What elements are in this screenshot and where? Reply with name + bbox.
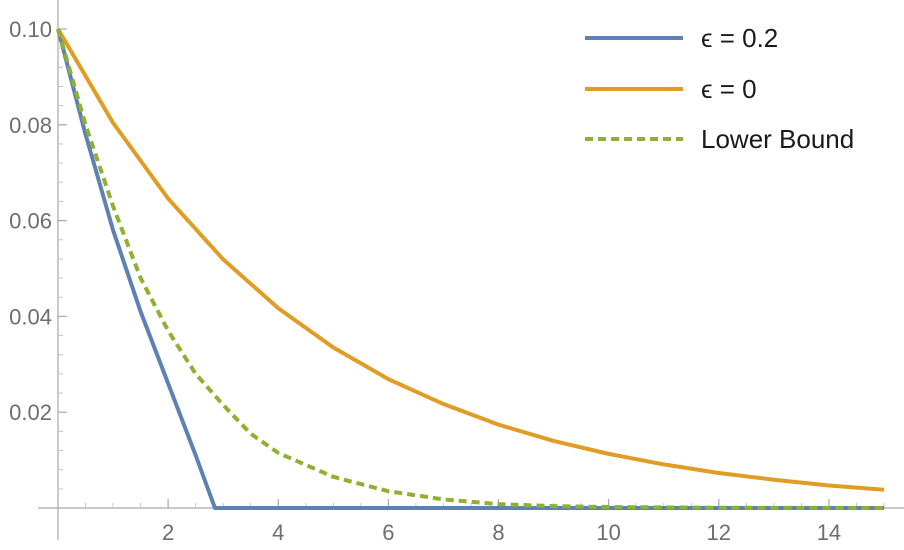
series-line-1 <box>56 28 884 510</box>
y-tick-label: 0.02 <box>9 400 52 425</box>
x-tick-label: 8 <box>492 520 504 545</box>
y-tick-label: 0.04 <box>9 304 52 329</box>
axis-ticks: 2 4 6 8 10 12 14 0.02 0.04 0.06 0.08 0.10 <box>9 17 885 545</box>
y-tick-label: 0.10 <box>9 17 52 42</box>
y-tick-label: 0.06 <box>9 209 52 234</box>
series-line-3 <box>56 28 885 510</box>
legend-label-3: Lower Bound <box>701 124 854 154</box>
x-tick-label: 2 <box>162 520 174 545</box>
x-tick-label: 12 <box>707 520 731 545</box>
series-line-2 <box>56 27 885 492</box>
x-tick-label: 10 <box>596 520 620 545</box>
series-group <box>56 27 885 510</box>
axes <box>38 0 904 540</box>
x-tick-label: 14 <box>817 520 841 545</box>
x-tick-label: 6 <box>382 520 394 545</box>
legend-label-1: ϵ = 0.2 <box>701 23 778 53</box>
legend: ϵ = 0.2 ϵ = 0 Lower Bound <box>585 23 854 154</box>
y-tick-label: 0.08 <box>9 113 52 138</box>
x-tick-label: 4 <box>272 520 284 545</box>
legend-label-2: ϵ = 0 <box>701 74 757 104</box>
